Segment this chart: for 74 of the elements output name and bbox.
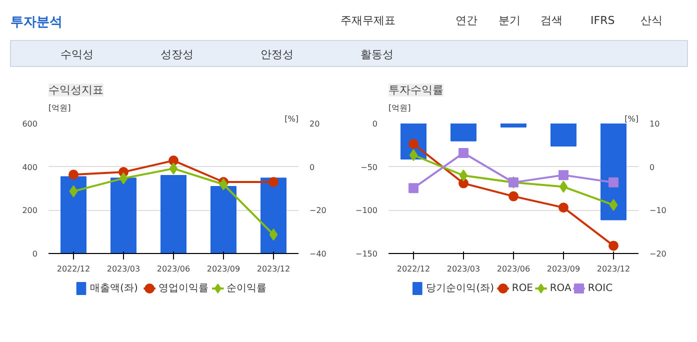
bar xyxy=(60,176,86,254)
legend-label: 순이익률 xyxy=(226,283,267,294)
legend-label: ROE xyxy=(512,283,534,294)
y2-tick-label: 0 xyxy=(310,162,315,172)
point xyxy=(608,240,618,251)
point xyxy=(409,149,418,162)
y2-tick-label: −20 xyxy=(310,206,326,216)
point xyxy=(68,170,78,180)
text: 산식 xyxy=(640,14,662,27)
text: 주재무제표 xyxy=(340,14,396,27)
y-axis-title: [억원] xyxy=(48,104,71,112)
text: 안정성 xyxy=(260,48,294,61)
point xyxy=(69,185,78,198)
point xyxy=(168,156,178,166)
point xyxy=(559,180,568,193)
y2-axis-title: [%] xyxy=(284,114,298,124)
text: 검색 xyxy=(540,14,562,27)
point xyxy=(609,198,618,211)
y-tick-label: 0 xyxy=(372,120,378,128)
point xyxy=(608,177,618,188)
point xyxy=(459,170,468,182)
legend-label: 영업이익률 xyxy=(158,283,208,294)
x-tick-label: 2023/09 xyxy=(546,264,580,274)
y-tick-label: 400 xyxy=(22,162,38,172)
x-tick-label: 2022/12 xyxy=(396,264,430,274)
text: 활동성 xyxy=(360,48,394,61)
x-tick-label: 2023/09 xyxy=(206,264,240,274)
point xyxy=(508,191,518,202)
y2-axis-title: [%] xyxy=(624,114,638,124)
point xyxy=(458,148,468,158)
legend-label: 당기순이익(좌) xyxy=(426,283,494,294)
x-tick-label: 2023/03 xyxy=(446,264,480,274)
y2-tick-label: 0 xyxy=(650,162,655,172)
y-tick-label: 200 xyxy=(22,206,38,216)
bar xyxy=(160,175,186,254)
x-tick-label: 2023/06 xyxy=(496,264,530,274)
point xyxy=(269,228,278,241)
bar xyxy=(260,178,286,254)
y2-tick-label: −20 xyxy=(650,250,666,258)
legend-label: 매출액(좌) xyxy=(90,283,138,294)
text: IFRS xyxy=(590,14,615,27)
point xyxy=(558,170,568,180)
y-tick-label: 0 xyxy=(32,250,38,258)
chart-title: 투자수익률 xyxy=(388,84,444,96)
point xyxy=(268,177,278,187)
point xyxy=(119,172,128,184)
x-tick-label: 2023/06 xyxy=(156,264,190,274)
text: 분기 xyxy=(498,14,520,27)
y-axis-title: [억원] xyxy=(388,104,411,112)
text: 연간 xyxy=(456,14,478,27)
point xyxy=(219,178,228,190)
y-tick-label: −50 xyxy=(360,162,378,172)
bar xyxy=(210,186,236,254)
y2-tick-label: −40 xyxy=(310,250,326,258)
point xyxy=(558,202,568,213)
bar xyxy=(110,178,136,254)
point xyxy=(408,183,418,194)
y-tick-label: −100 xyxy=(356,206,378,216)
x-tick-label: 2023/12 xyxy=(596,264,630,274)
text: 성장성 xyxy=(160,48,194,61)
y-tick-label: −150 xyxy=(356,250,378,258)
text: 투자분석 xyxy=(10,15,62,30)
x-tick-label: 2023/03 xyxy=(106,264,140,274)
legend-label: ROA xyxy=(550,283,572,294)
text: 수익성 xyxy=(60,48,94,61)
y2-tick-label: 20 xyxy=(310,120,320,128)
x-tick-label: 2023/12 xyxy=(256,264,290,274)
y-tick-label: 600 xyxy=(22,120,38,128)
point xyxy=(169,162,178,175)
legend-label: ROIC xyxy=(588,283,613,294)
chart-title: 수익성지표 xyxy=(48,84,104,96)
x-tick-label: 2022/12 xyxy=(56,264,90,274)
y2-tick-label: 10 xyxy=(650,120,660,128)
y2-tick-label: −10 xyxy=(650,206,666,216)
